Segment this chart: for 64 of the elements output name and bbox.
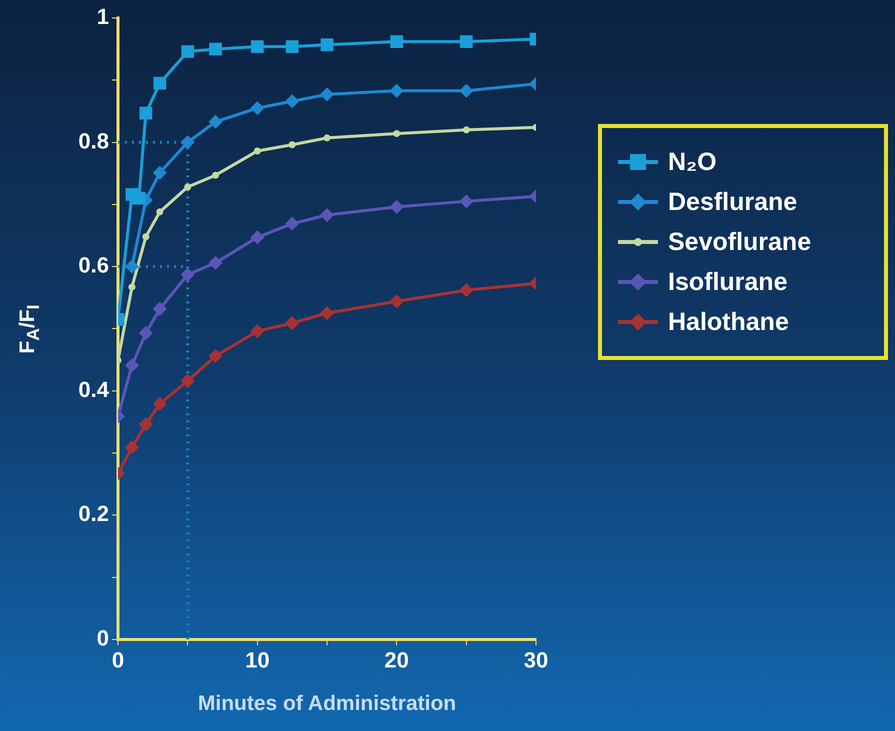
point <box>460 35 473 48</box>
legend-label: Isoflurane <box>668 268 788 296</box>
point <box>250 230 264 244</box>
point <box>156 208 164 216</box>
y-tick-label: 0 <box>96 625 109 650</box>
point <box>124 358 139 372</box>
point <box>128 284 136 291</box>
point <box>181 45 194 58</box>
legend-label: Halothane <box>668 308 789 336</box>
point <box>285 94 300 108</box>
legend-label: Desflurane <box>668 188 798 216</box>
point <box>390 294 404 308</box>
point <box>153 76 166 90</box>
point <box>459 283 474 298</box>
point <box>140 106 152 120</box>
point <box>285 216 300 231</box>
point <box>390 200 404 214</box>
point <box>286 40 299 53</box>
point <box>320 306 334 320</box>
x-axis-title: Minutes of Administration <box>198 692 456 716</box>
point <box>459 194 474 208</box>
point <box>152 302 167 316</box>
point <box>393 130 400 138</box>
y-tick-label: 0.8 <box>78 128 109 154</box>
legend-label: Sevoflurane <box>668 228 812 256</box>
y-tick-label: 0.2 <box>78 501 109 526</box>
point <box>138 417 153 432</box>
point <box>132 192 146 205</box>
point <box>180 268 195 282</box>
y-tick-label: 1 <box>96 4 109 30</box>
point <box>324 134 330 142</box>
y-tick-label: 0.6 <box>78 252 109 278</box>
point <box>180 374 195 388</box>
point <box>142 233 150 240</box>
y-tick-label: 0.4 <box>78 376 110 402</box>
point <box>462 126 470 134</box>
point <box>250 40 264 53</box>
point <box>208 256 223 270</box>
point <box>459 84 474 98</box>
x-tick-label: 10 <box>245 648 270 673</box>
point <box>184 184 192 191</box>
point <box>320 38 334 52</box>
legend-label: N₂O <box>668 148 717 176</box>
point <box>288 141 296 148</box>
point <box>320 87 334 102</box>
point <box>285 316 300 330</box>
point <box>250 324 264 338</box>
point <box>212 172 220 179</box>
x-tick-label: 30 <box>524 648 548 673</box>
point <box>124 260 139 274</box>
point <box>390 35 404 48</box>
point <box>152 166 167 180</box>
point <box>180 135 195 150</box>
point <box>250 101 264 116</box>
point <box>209 42 222 56</box>
point <box>390 84 404 98</box>
point <box>208 114 223 129</box>
point <box>208 349 223 364</box>
point <box>320 208 334 222</box>
point <box>254 147 261 154</box>
point <box>152 396 167 411</box>
x-tick-label: 20 <box>384 648 409 673</box>
point <box>138 326 153 340</box>
point <box>124 440 139 454</box>
